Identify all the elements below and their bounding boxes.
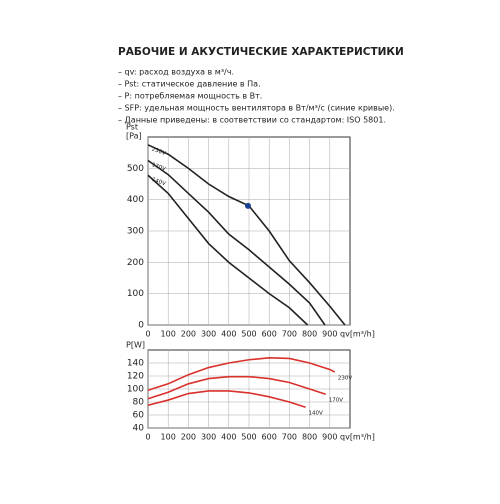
x-tick-label: 800 (302, 433, 317, 442)
x-tick-label: 600 (262, 330, 277, 339)
y-tick-label: 60 (133, 411, 145, 421)
note: – Pst: статическое давление в Па. (118, 80, 261, 89)
y-tick-label: 100 (127, 385, 144, 395)
y-tick-label: 300 (127, 227, 144, 237)
y-axis-unit: [Pa] (126, 132, 142, 141)
x-tick-label: 100 (161, 330, 176, 339)
y-tick-label: 80 (133, 398, 145, 408)
x-tick-label: 700 (282, 433, 297, 442)
y-tick-label: 140 (127, 359, 144, 369)
note: – Данные приведены: в соответствии со ст… (118, 116, 386, 125)
series-line (147, 390, 306, 408)
x-tick-label: 500 (241, 433, 256, 442)
note: – SFP: удельная мощность вентилятора в В… (118, 104, 395, 113)
series-line (147, 159, 326, 326)
y-tick-label: 400 (127, 195, 144, 205)
x-tick-label: 900 (322, 330, 337, 339)
series-line (147, 174, 309, 326)
x-tick-label: 600 (262, 433, 277, 442)
x-tick-label: 200 (181, 433, 196, 442)
series-label: 140V (151, 177, 167, 188)
y-tick-label: 0 (138, 321, 144, 331)
x-tick-label: 700 (282, 330, 297, 339)
x-tick-label: 0 (145, 330, 150, 339)
x-tick-label: 300 (201, 433, 216, 442)
series-label: 230V (151, 146, 167, 157)
series-label: 170V (329, 398, 343, 404)
x-tick-label: 200 (181, 330, 196, 339)
note: – P: потребляемая мощность в Вт. (118, 92, 262, 101)
x-tick-label: 800 (302, 330, 317, 339)
y-tick-label: 500 (127, 164, 144, 174)
x-tick-label: 0 (145, 433, 150, 442)
series-line (147, 375, 327, 400)
x-tick-label: 400 (221, 330, 236, 339)
y-tick-label: 200 (127, 258, 144, 268)
y-tick-label: 100 (127, 289, 144, 299)
series-line (147, 356, 336, 392)
y-tick-label: 40 (133, 424, 145, 434)
y-axis-label: P[W] (126, 341, 145, 350)
series-label: 230V (338, 376, 352, 382)
x-tick-label: 400 (221, 433, 236, 442)
x-axis-label: qv[m³/h] (340, 433, 375, 442)
x-tick-label: 300 (201, 330, 216, 339)
x-tick-label: 100 (161, 433, 176, 442)
note: – qv: расход воздуха в м³/ч. (118, 68, 234, 77)
x-axis-label: qv[m³/h] (340, 330, 375, 339)
series-label: 140V (309, 411, 323, 417)
title: РАБОЧИЕ И АКУСТИЧЕСКИЕ ХАРАКТЕРИСТИКИ (118, 46, 404, 58)
series-label: 170V (151, 162, 167, 173)
y-axis-label: Pst (126, 123, 138, 132)
x-tick-label: 500 (241, 330, 256, 339)
y-tick-label: 120 (127, 372, 144, 382)
x-tick-label: 900 (322, 433, 337, 442)
operating-point (244, 202, 251, 209)
